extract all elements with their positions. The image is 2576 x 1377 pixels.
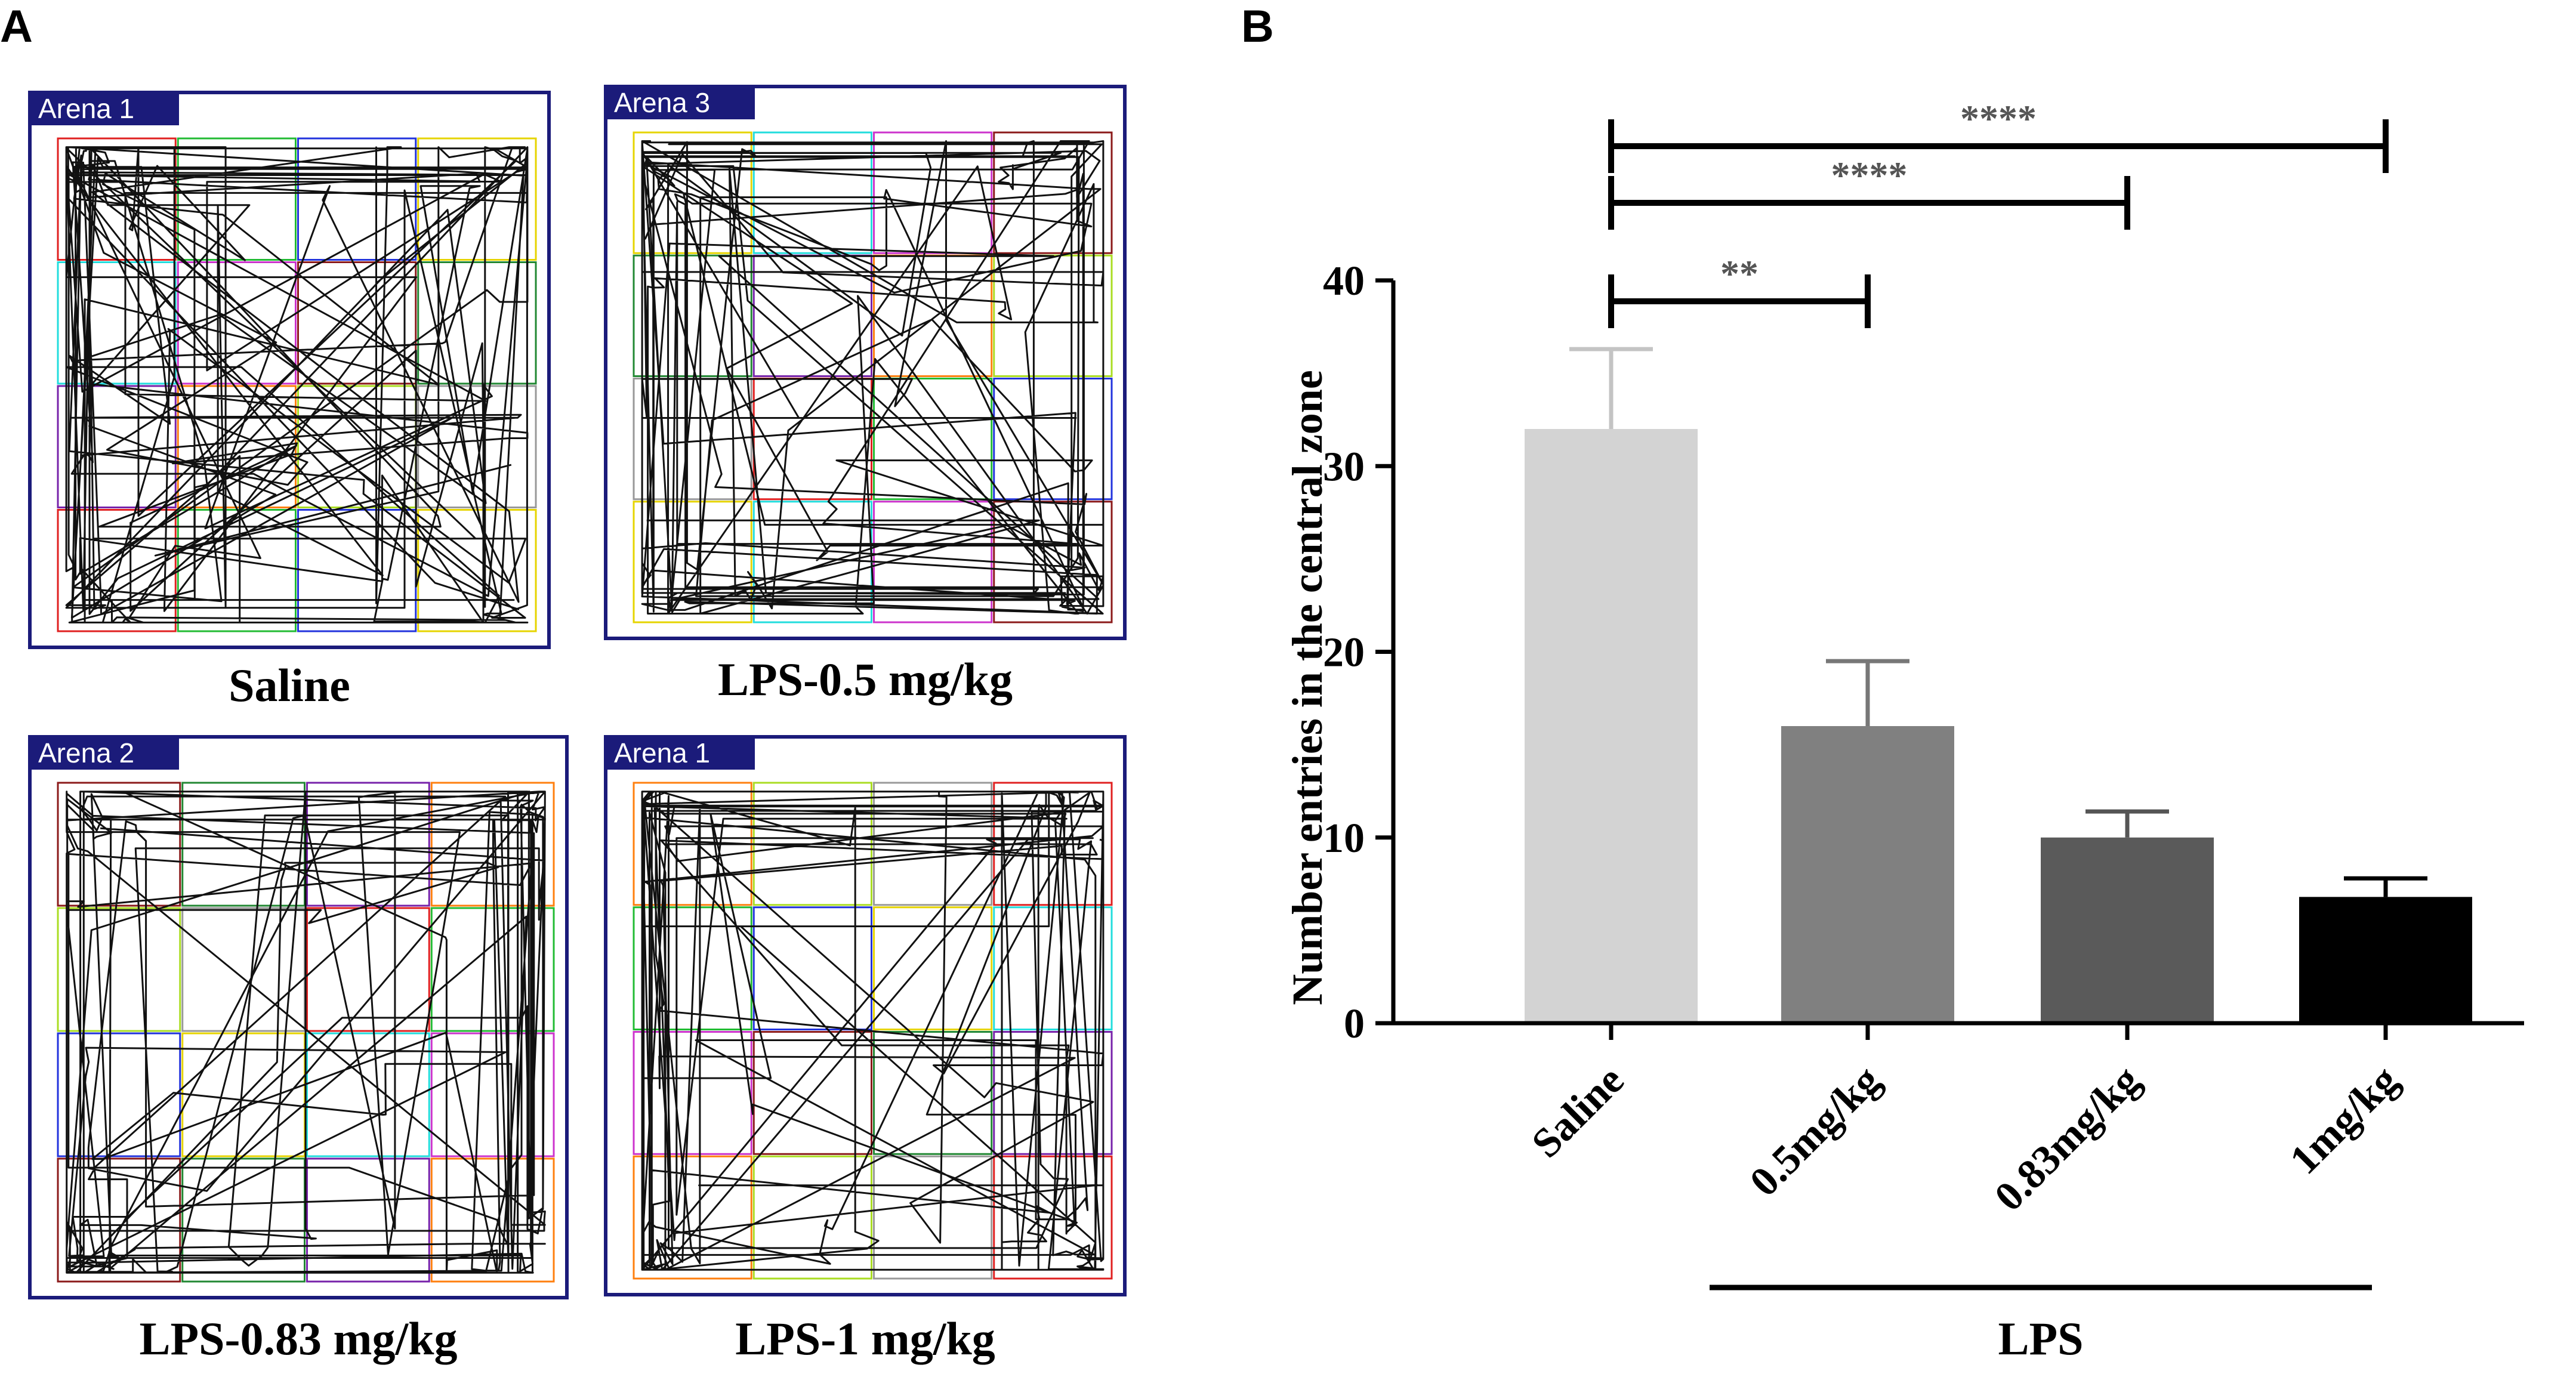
zone-cell [633,1031,752,1155]
zone-cell [181,1157,306,1283]
panel-label-b: B [1241,1,1274,52]
zone-cell [873,1155,993,1280]
y-tick-label: 0 [1344,1001,1365,1047]
bar-4 [2299,897,2472,1023]
locomotion-track [65,146,529,623]
arena-title: Arena 1 [38,93,134,124]
zone-cell [993,1031,1113,1155]
zone-cell [306,1157,430,1283]
zone-cell [752,1031,872,1155]
group-label: LPS [1998,1313,2083,1364]
arena-title: Arena 2 [38,737,134,768]
y-axis-label: Number entries in the central zone [1284,370,1331,1005]
zone-cell [181,907,306,1032]
zone-cell [306,1032,430,1157]
x-tick-label: 0.83mg/kg [1986,1057,2149,1220]
zone-cell [752,131,872,254]
arena-title-tab [30,92,179,125]
locomotion-track [641,791,1105,1271]
zone-cell [752,906,872,1030]
panel-label-a: A [0,1,33,52]
bar-1 [1525,429,1698,1023]
zone-cell [633,254,752,377]
x-tick-label: 1mg/kg [2281,1057,2407,1183]
zone-cell [57,907,181,1032]
zone-cell [417,137,537,261]
zone-cell [873,131,993,254]
arena-caption: LPS-1 mg/kg [735,1313,995,1364]
bar-chart: 0 10 20 30 40 Saline 0.5mg/kg 0.83mg/kg 1mg/kg Nu… [1284,97,2524,1364]
zone-cell [430,907,555,1032]
zone-cell [430,782,555,907]
zone-cell [993,1155,1113,1280]
zone-cell [417,261,537,385]
arena-title-tab [606,737,755,770]
zone-cell [306,907,430,1032]
arena-caption: Saline [229,659,350,711]
zone-cell [873,378,993,501]
locomotion-track [641,140,1105,615]
arena-title: Arena 3 [614,87,710,118]
arena-title: Arena 1 [614,737,710,768]
zone-cell [873,1031,993,1155]
zone-cell [430,1032,555,1157]
zone-cell [873,906,993,1030]
zone-cell [177,137,297,261]
significance-label: ** [1720,252,1759,295]
x-tick-label: 0.5mg/kg [1741,1057,1889,1205]
y-tick-label: 10 [1323,816,1365,862]
zone-cell [57,261,177,385]
arena-caption: LPS-0.83 mg/kg [139,1313,457,1364]
zone-cell [297,137,417,261]
arena-title-tab [30,737,179,770]
bar-2 [1781,726,1954,1023]
zone-cell [57,1157,181,1283]
arena-1: Arena 1 Saline [28,91,551,711]
significance-label: **** [1960,97,2037,140]
arena-caption: LPS-0.5 mg/kg [718,653,1013,705]
zone-cell [633,131,752,254]
zone-cell [57,1032,181,1157]
zone-cell [633,906,752,1030]
bar-3 [2041,837,2214,1023]
zone-cell [181,782,306,907]
locomotion-track [66,791,546,1274]
arena-title-tab [606,87,755,119]
zone-cell [752,1155,872,1280]
arena-panels: Arena 1 Saline Arena 3 LPS-0.5 mg/kg Arena 2… [28,85,1127,1364]
arena-2: Arena 3 LPS-0.5 mg/kg [604,85,1127,705]
zone-cell [633,501,752,623]
y-tick-label: 20 [1323,630,1365,676]
zone-cell [57,782,181,907]
significance-label: **** [1831,154,1908,196]
arena-4: Arena 1 LPS-1 mg/kg [604,735,1127,1364]
y-tick-label: 30 [1323,444,1365,490]
arena-3: Arena 2 LPS-0.83 mg/kg [28,735,569,1364]
y-tick-label: 40 [1323,258,1365,304]
zone-cell [633,1155,752,1280]
zone-cell [993,131,1113,254]
zone-cell [430,1157,555,1283]
x-tick-label: Saline [1523,1057,1633,1167]
zone-cell [177,261,297,385]
